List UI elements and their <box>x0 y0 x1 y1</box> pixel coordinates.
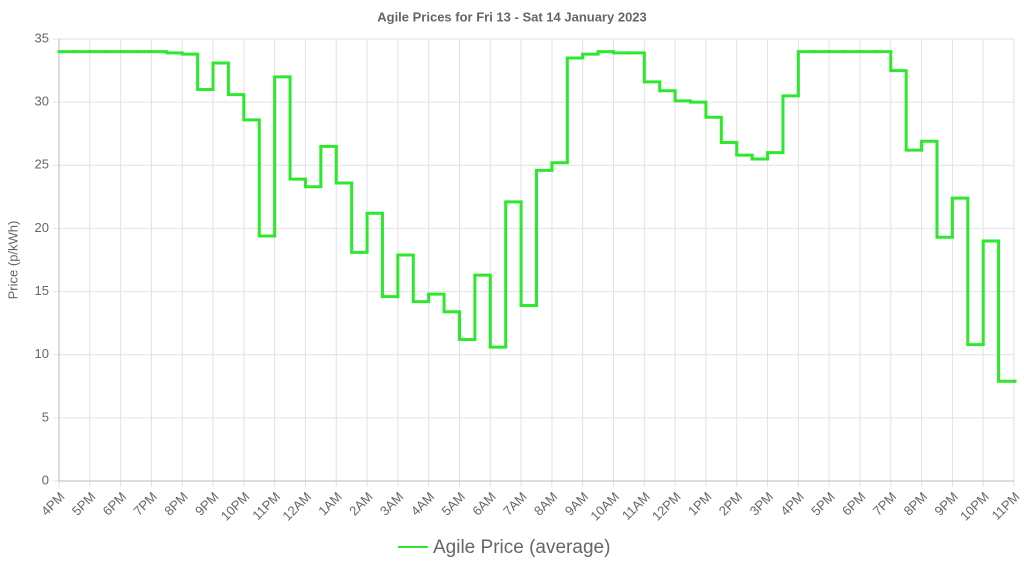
x-tick-label: 10PM <box>218 489 253 524</box>
x-tick-label: 6AM <box>469 489 499 519</box>
x-tick-label: 10AM <box>587 489 622 524</box>
legend-label: Agile Price (average) <box>433 537 610 558</box>
x-tick-label: 12AM <box>279 489 314 524</box>
x-tick-label: 5PM <box>69 489 99 519</box>
x-tick-label: 5AM <box>439 489 469 519</box>
x-tick-label: 1AM <box>315 489 345 519</box>
y-tick-label: 30 <box>35 94 49 109</box>
x-tick-label: 2PM <box>716 489 746 519</box>
x-tick-label: 12PM <box>649 489 684 524</box>
x-tick-label: 10PM <box>957 489 992 524</box>
y-tick-label: 20 <box>35 220 49 235</box>
x-tick-label: 11AM <box>619 489 653 523</box>
chart-title: Agile Prices for Fri 13 - Sat 14 January… <box>377 9 647 24</box>
y-tick-label: 0 <box>42 472 49 487</box>
x-tick-label: 11PM <box>249 489 283 523</box>
x-tick-label: 4AM <box>408 489 438 519</box>
y-tick-label: 5 <box>42 409 49 424</box>
x-tick-label: 8AM <box>531 489 561 519</box>
step-connector <box>165 51 1001 382</box>
x-tick-label: 6PM <box>100 489 130 519</box>
y-axis-label: Price (p/kWh) <box>5 221 20 300</box>
x-tick-label: 4PM <box>777 489 807 519</box>
x-tick-label: 8PM <box>161 489 191 519</box>
x-tick-label: 6PM <box>839 489 869 519</box>
x-tick-label: 11PM <box>989 489 1023 523</box>
x-tick-label: 7PM <box>870 489 900 519</box>
x-tick-label: 9PM <box>192 489 222 519</box>
x-tick-label: 7PM <box>130 489 160 519</box>
x-tick-label: 2AM <box>346 489 376 519</box>
y-tick-label: 35 <box>35 30 49 45</box>
y-tick-label: 25 <box>35 157 49 172</box>
x-tick-label: 5PM <box>808 489 838 519</box>
x-tick-label: 8PM <box>901 489 931 519</box>
x-tick-label: 9AM <box>562 489 592 519</box>
y-tick-label: 10 <box>35 346 49 361</box>
y-tick-label: 15 <box>35 283 49 298</box>
x-tick-label: 9PM <box>931 489 961 519</box>
x-tick-label: 7AM <box>500 489 530 519</box>
x-tick-label: 4PM <box>38 489 68 519</box>
x-tick-label: 3PM <box>747 489 777 519</box>
x-tick-label: 1PM <box>685 489 715 519</box>
x-tick-label: 3AM <box>377 489 407 519</box>
